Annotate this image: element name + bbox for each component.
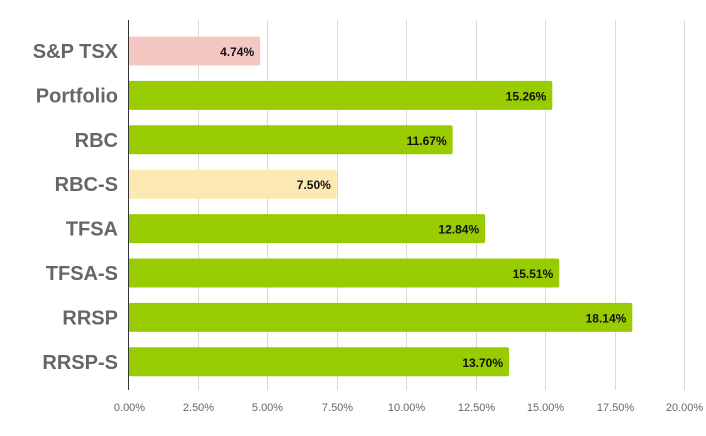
x-tick-label: 10.00% bbox=[388, 402, 426, 414]
category-labels: S&P TSX Portfolio RBC RBC-S TFSA TFSA-S RRSP RR… bbox=[33, 41, 119, 374]
data-labels: 4.74% 15.26% 11.67% 7.50% 12.84% 15.51% 18.14%… bbox=[220, 45, 627, 370]
x-tick-label: 12.50% bbox=[458, 402, 496, 414]
x-tick-label: 0.00% bbox=[114, 402, 145, 414]
category-label: RBC bbox=[75, 130, 118, 152]
data-label: 12.84% bbox=[438, 223, 479, 237]
x-tick-label: 2.50% bbox=[183, 402, 214, 414]
x-tick-label: 15.00% bbox=[527, 402, 565, 414]
x-tick-label: 7.50% bbox=[322, 402, 353, 414]
category-label: TFSA bbox=[66, 219, 118, 241]
data-label: 15.26% bbox=[506, 89, 547, 103]
data-label: 7.50% bbox=[297, 178, 331, 192]
bar bbox=[128, 302, 633, 332]
bar bbox=[128, 169, 337, 199]
bar bbox=[128, 125, 453, 155]
x-tick-label: 20.00% bbox=[666, 402, 704, 414]
category-label: S&P TSX bbox=[33, 41, 119, 63]
data-label: 13.70% bbox=[462, 356, 503, 370]
bar bbox=[128, 80, 553, 110]
bars bbox=[128, 36, 633, 377]
x-tick-label: 5.00% bbox=[252, 402, 283, 414]
category-label: TFSA-S bbox=[46, 263, 118, 285]
category-label: Portfolio bbox=[36, 85, 118, 107]
category-label: RRSP-S bbox=[42, 352, 118, 374]
x-axis-tick-labels: 0.00% 2.50% 5.00% 7.50% 10.00% 12.50% 15.00% 17… bbox=[114, 402, 703, 414]
gridlines bbox=[198, 20, 685, 390]
bar bbox=[128, 347, 510, 377]
bar bbox=[128, 258, 560, 288]
bar bbox=[128, 214, 486, 244]
data-label: 4.74% bbox=[220, 45, 254, 59]
category-label: RRSP bbox=[62, 307, 118, 329]
data-label: 18.14% bbox=[586, 311, 627, 325]
category-label: RBC-S bbox=[55, 174, 118, 196]
bar bbox=[128, 36, 261, 66]
x-tick-label: 17.50% bbox=[597, 402, 635, 414]
data-label: 15.51% bbox=[513, 267, 554, 281]
data-label: 11.67% bbox=[407, 134, 447, 148]
